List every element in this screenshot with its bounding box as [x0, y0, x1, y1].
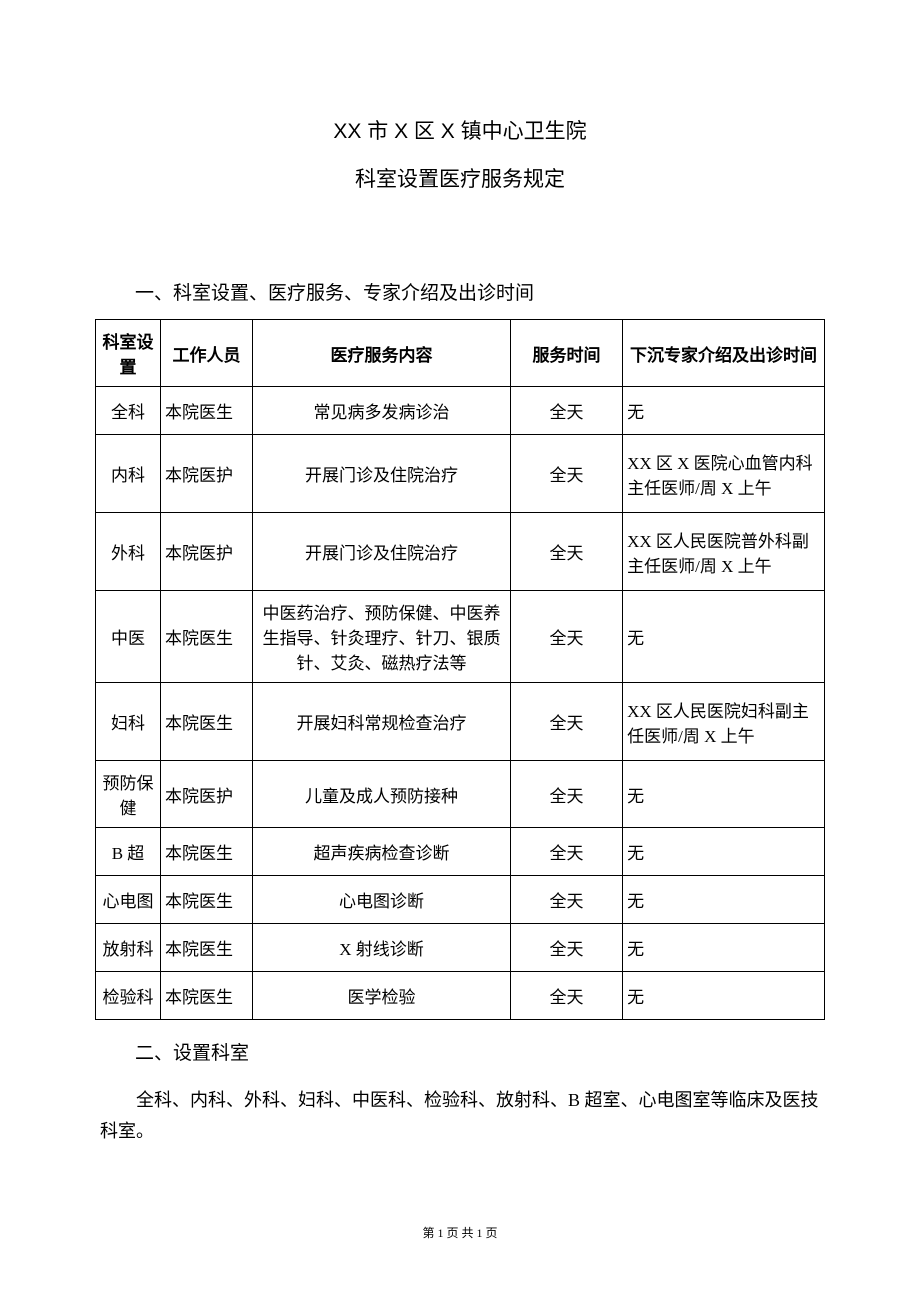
cell-expert: XX 区人民医院妇科副主任医师/周 X 上午	[623, 683, 825, 761]
cell-time: 全天	[510, 876, 622, 924]
title-line-1: XX 市 X 区 X 镇中心卫生院	[95, 115, 825, 145]
table-row: B 超本院医生超声疾病检查诊断全天无	[96, 828, 825, 876]
page-footer: 第 1 页 共 1 页	[0, 1224, 920, 1241]
cell-service: 儿童及成人预防接种	[253, 761, 511, 828]
section-1-heading: 一、科室设置、医疗服务、专家介绍及出诊时间	[135, 278, 825, 305]
cell-service: 医学检验	[253, 972, 511, 1020]
table-row: 检验科本院医生医学检验全天无	[96, 972, 825, 1020]
cell-dept: 全科	[96, 387, 161, 435]
table-row: 全科本院医生常见病多发病诊治全天无	[96, 387, 825, 435]
cell-staff: 本院医护	[161, 513, 253, 591]
cell-staff: 本院医护	[161, 761, 253, 828]
header-staff: 工作人员	[161, 320, 253, 387]
cell-expert: 无	[623, 876, 825, 924]
cell-expert: 无	[623, 591, 825, 683]
cell-service: 中医药治疗、预防保健、中医养生指导、针灸理疗、针刀、银质针、艾灸、磁热疗法等	[253, 591, 511, 683]
table-row: 心电图本院医生心电图诊断全天无	[96, 876, 825, 924]
cell-time: 全天	[510, 591, 622, 683]
cell-service: 超声疾病检查诊断	[253, 828, 511, 876]
cell-time: 全天	[510, 513, 622, 591]
cell-expert: 无	[623, 387, 825, 435]
cell-service: 开展妇科常规检查治疗	[253, 683, 511, 761]
cell-time: 全天	[510, 387, 622, 435]
cell-staff: 本院医生	[161, 828, 253, 876]
cell-time: 全天	[510, 761, 622, 828]
header-service: 医疗服务内容	[253, 320, 511, 387]
cell-service: 心电图诊断	[253, 876, 511, 924]
cell-dept: 预防保健	[96, 761, 161, 828]
cell-expert: 无	[623, 972, 825, 1020]
section-2-heading: 二、设置科室	[135, 1038, 825, 1065]
cell-dept: 妇科	[96, 683, 161, 761]
cell-service: 开展门诊及住院治疗	[253, 513, 511, 591]
document-page: XX 市 X 区 X 镇中心卫生院 科室设置医疗服务规定 一、科室设置、医疗服务…	[0, 0, 920, 1146]
cell-dept: 内科	[96, 435, 161, 513]
cell-expert: 无	[623, 924, 825, 972]
header-dept: 科室设置	[96, 320, 161, 387]
cell-dept: 检验科	[96, 972, 161, 1020]
cell-staff: 本院医生	[161, 683, 253, 761]
cell-staff: 本院医护	[161, 435, 253, 513]
table-row: 妇科本院医生开展妇科常规检查治疗全天XX 区人民医院妇科副主任医师/周 X 上午	[96, 683, 825, 761]
header-time: 服务时间	[510, 320, 622, 387]
cell-staff: 本院医生	[161, 387, 253, 435]
cell-staff: 本院医生	[161, 972, 253, 1020]
cell-time: 全天	[510, 435, 622, 513]
cell-time: 全天	[510, 924, 622, 972]
cell-expert: 无	[623, 761, 825, 828]
cell-staff: 本院医生	[161, 591, 253, 683]
table-row: 放射科本院医生X 射线诊断全天无	[96, 924, 825, 972]
table-header-row: 科室设置 工作人员 医疗服务内容 服务时间 下沉专家介绍及出诊时间	[96, 320, 825, 387]
cell-service: 开展门诊及住院治疗	[253, 435, 511, 513]
table-body: 全科本院医生常见病多发病诊治全天无内科本院医护开展门诊及住院治疗全天XX 区 X…	[96, 387, 825, 1020]
cell-staff: 本院医生	[161, 876, 253, 924]
table-row: 中医本院医生中医药治疗、预防保健、中医养生指导、针灸理疗、针刀、银质针、艾灸、磁…	[96, 591, 825, 683]
department-table: 科室设置 工作人员 医疗服务内容 服务时间 下沉专家介绍及出诊时间 全科本院医生…	[95, 319, 825, 1020]
cell-staff: 本院医生	[161, 924, 253, 972]
cell-dept: 中医	[96, 591, 161, 683]
cell-service: X 射线诊断	[253, 924, 511, 972]
cell-dept: 外科	[96, 513, 161, 591]
table-row: 内科本院医护开展门诊及住院治疗全天XX 区 X 医院心血管内科主任医师/周 X …	[96, 435, 825, 513]
cell-time: 全天	[510, 683, 622, 761]
cell-expert: XX 区人民医院普外科副主任医师/周 X 上午	[623, 513, 825, 591]
header-expert: 下沉专家介绍及出诊时间	[623, 320, 825, 387]
section-2-body: 全科、内科、外科、妇科、中医科、检验科、放射科、B 超室、心电图室等临床及医技科…	[100, 1085, 820, 1146]
cell-dept: B 超	[96, 828, 161, 876]
cell-dept: 放射科	[96, 924, 161, 972]
title-line-2: 科室设置医疗服务规定	[95, 163, 825, 193]
table-row: 预防保健本院医护儿童及成人预防接种全天无	[96, 761, 825, 828]
cell-dept: 心电图	[96, 876, 161, 924]
cell-service: 常见病多发病诊治	[253, 387, 511, 435]
table-row: 外科本院医护开展门诊及住院治疗全天XX 区人民医院普外科副主任医师/周 X 上午	[96, 513, 825, 591]
cell-time: 全天	[510, 972, 622, 1020]
cell-expert: XX 区 X 医院心血管内科主任医师/周 X 上午	[623, 435, 825, 513]
cell-time: 全天	[510, 828, 622, 876]
cell-expert: 无	[623, 828, 825, 876]
